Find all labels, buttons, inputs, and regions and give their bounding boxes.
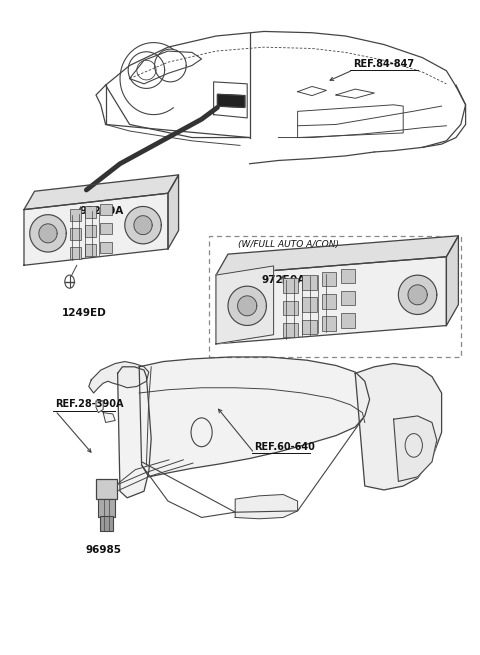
Text: 1249ED: 1249ED — [61, 308, 107, 318]
Polygon shape — [238, 296, 257, 316]
Bar — [98, 499, 115, 517]
Bar — [322, 272, 336, 286]
Bar — [100, 223, 112, 234]
Polygon shape — [125, 206, 161, 244]
Polygon shape — [235, 495, 298, 519]
Polygon shape — [394, 416, 437, 481]
Polygon shape — [24, 193, 168, 265]
Text: REF.60-640: REF.60-640 — [254, 442, 315, 452]
Polygon shape — [96, 401, 103, 413]
Text: 96985: 96985 — [85, 545, 121, 555]
Bar — [322, 294, 336, 309]
Bar — [302, 320, 317, 334]
Bar — [341, 291, 355, 305]
Bar — [85, 244, 96, 256]
Bar — [341, 269, 355, 283]
Polygon shape — [30, 215, 66, 252]
Polygon shape — [168, 175, 179, 249]
Bar — [283, 278, 298, 293]
Bar — [70, 209, 81, 221]
Polygon shape — [216, 257, 446, 344]
Polygon shape — [139, 357, 370, 477]
Bar — [96, 479, 117, 499]
Text: 97250A: 97250A — [261, 275, 305, 285]
Polygon shape — [103, 413, 115, 422]
Bar — [85, 225, 96, 237]
Polygon shape — [216, 266, 274, 344]
Bar — [209, 236, 461, 357]
Polygon shape — [398, 275, 437, 314]
Bar — [302, 275, 317, 290]
Polygon shape — [217, 94, 245, 107]
Polygon shape — [118, 367, 151, 498]
Text: (W/FULL AUTO A/CON): (W/FULL AUTO A/CON) — [238, 240, 338, 249]
Polygon shape — [408, 285, 427, 305]
Bar — [85, 206, 96, 218]
Text: REF.84-847: REF.84-847 — [353, 59, 414, 69]
Text: REF.28-390A: REF.28-390A — [55, 400, 124, 409]
Bar — [302, 297, 317, 312]
Polygon shape — [446, 236, 458, 326]
Polygon shape — [355, 364, 442, 490]
Bar — [322, 316, 336, 331]
Polygon shape — [216, 236, 458, 275]
Bar — [283, 323, 298, 337]
Polygon shape — [39, 224, 57, 243]
Polygon shape — [89, 362, 149, 393]
Bar — [341, 313, 355, 328]
Bar — [100, 516, 113, 531]
Polygon shape — [228, 286, 266, 326]
Text: 97250A: 97250A — [79, 206, 123, 216]
Bar — [70, 247, 81, 259]
Bar — [100, 242, 112, 253]
Polygon shape — [24, 175, 179, 210]
Polygon shape — [134, 215, 152, 234]
Bar — [100, 204, 112, 215]
Bar — [70, 228, 81, 240]
Bar — [283, 301, 298, 315]
